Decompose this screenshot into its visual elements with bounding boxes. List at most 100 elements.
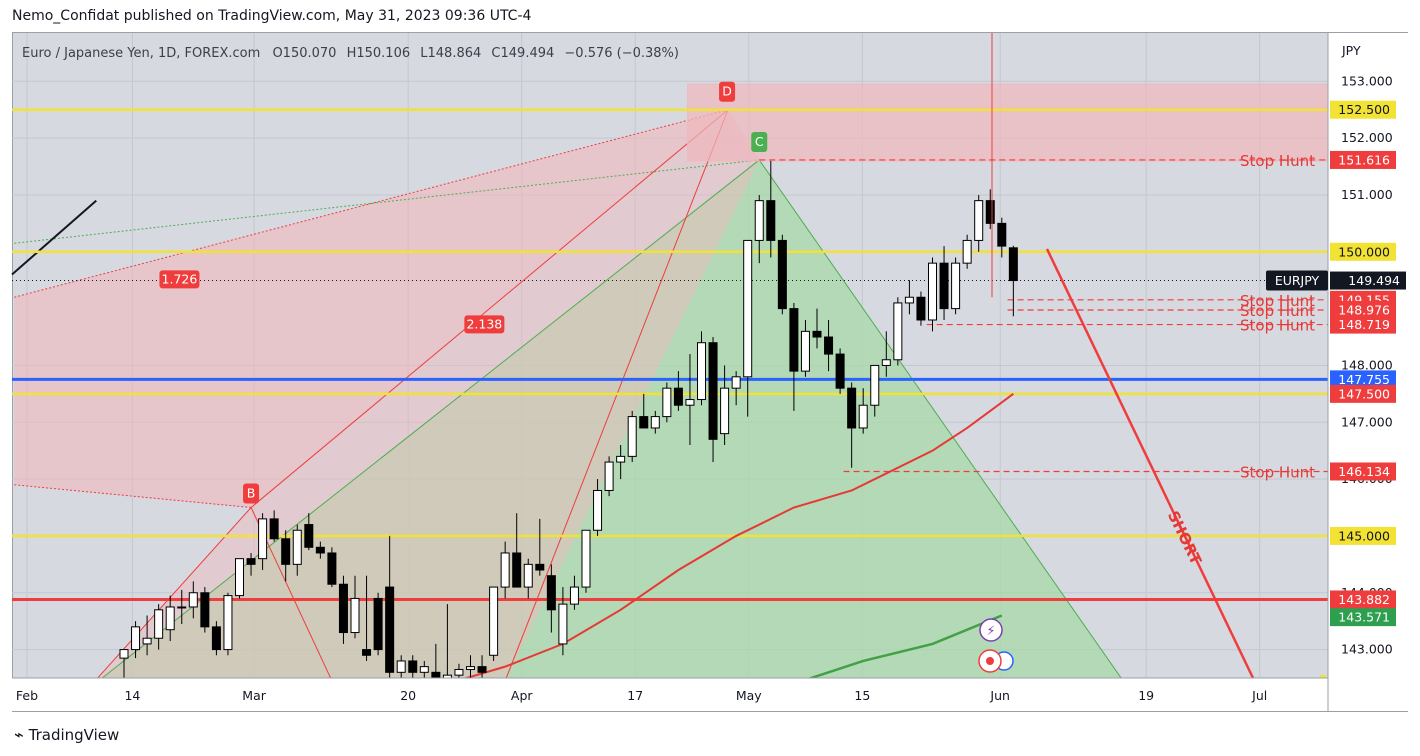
candle-body bbox=[858, 404, 868, 429]
candle-body bbox=[535, 563, 545, 571]
level-tag-text: 152.500 bbox=[1338, 102, 1390, 117]
currency-label: JPY bbox=[1341, 43, 1361, 58]
legend-o-label: O bbox=[272, 46, 282, 61]
stop-hunt-tag-text: 148.719 bbox=[1338, 317, 1390, 332]
candle-body bbox=[881, 359, 891, 366]
point-label: B bbox=[247, 486, 256, 501]
stop-hunt-tag bbox=[1330, 150, 1396, 169]
candle-body bbox=[974, 200, 984, 241]
ma-red-line bbox=[389, 393, 1014, 691]
time-tick-label: 20 bbox=[400, 688, 416, 703]
candle-body bbox=[142, 637, 152, 645]
level-tag bbox=[1330, 526, 1396, 545]
point-badge-c bbox=[751, 131, 768, 152]
time-tick-label: 14 bbox=[124, 688, 140, 703]
time-tick-label: 15 bbox=[854, 688, 870, 703]
legend-change: −0.576 (−0.38%) bbox=[564, 46, 679, 61]
stop-hunt-label: Stop Hunt bbox=[1240, 317, 1315, 335]
candle-body bbox=[408, 660, 418, 673]
candle-body bbox=[662, 387, 672, 418]
time-axis-bg bbox=[12, 678, 1328, 711]
tradingview-logo-icon: ⌁ bbox=[14, 725, 24, 744]
legend-close: 149.494 bbox=[501, 46, 555, 61]
level-tag bbox=[1330, 100, 1396, 119]
symbol-tag-text: EURJPY bbox=[1275, 273, 1320, 288]
candle-body bbox=[962, 239, 972, 264]
candle-body bbox=[985, 200, 995, 224]
candle-body bbox=[292, 529, 302, 565]
chart-legend: Euro / Japanese Yen, 1D, FOREX.com O150.… bbox=[22, 46, 679, 61]
stop-hunt-label: Stop Hunt bbox=[1240, 302, 1315, 320]
stop-hunt-label: Stop Hunt bbox=[1240, 292, 1315, 310]
ma-green-line bbox=[793, 614, 1003, 685]
candle-body bbox=[223, 595, 233, 651]
candle-body bbox=[304, 524, 314, 548]
candle-body bbox=[546, 575, 556, 611]
candle-body bbox=[373, 597, 383, 651]
candle-body bbox=[246, 558, 256, 565]
candle-body bbox=[512, 552, 522, 588]
time-tick-label: Mar bbox=[242, 688, 266, 703]
candle-body bbox=[928, 262, 937, 321]
candle-body bbox=[916, 296, 926, 321]
price-tick-label: 151.000 bbox=[1341, 187, 1393, 202]
trend-line-black bbox=[11, 199, 97, 276]
candle-body bbox=[650, 416, 660, 429]
candle-body bbox=[639, 416, 649, 429]
candle-body bbox=[154, 609, 164, 639]
stop-hunt-tag-text: 148.976 bbox=[1338, 302, 1390, 317]
candle-body bbox=[627, 416, 637, 457]
candle-body bbox=[569, 586, 579, 605]
bd-edge bbox=[250, 109, 729, 508]
candle-body bbox=[939, 262, 949, 310]
stop-hunt-tag bbox=[1330, 462, 1396, 481]
candle-body bbox=[466, 666, 475, 670]
candle-body bbox=[281, 538, 291, 565]
candle-body bbox=[431, 671, 441, 679]
level-tag bbox=[1330, 370, 1396, 389]
time-tick-label: Jun bbox=[989, 688, 1010, 703]
time-tick-label: Feb bbox=[16, 688, 38, 703]
price-tag bbox=[1330, 271, 1406, 290]
pattern-fills bbox=[11, 83, 1329, 682]
stop-hunt-label: Stop Hunt bbox=[1240, 463, 1315, 481]
candle-body bbox=[235, 558, 244, 597]
candle-body bbox=[396, 660, 406, 673]
legend-open: 150.070 bbox=[283, 46, 337, 61]
candle-body bbox=[951, 262, 961, 310]
candle-body bbox=[489, 586, 499, 656]
candle-body bbox=[731, 376, 741, 389]
candle-body bbox=[777, 239, 787, 310]
candle-body bbox=[604, 461, 614, 491]
candle-body bbox=[350, 597, 360, 634]
candle-body bbox=[385, 586, 395, 673]
candle-body bbox=[558, 603, 568, 645]
candle-body bbox=[500, 552, 510, 588]
price-tick-label: 153.000 bbox=[1341, 73, 1393, 88]
ratio-label: 1.726 bbox=[162, 271, 198, 286]
candle-body bbox=[523, 563, 533, 588]
level-tag bbox=[1330, 242, 1396, 261]
footer: ⌁ TradingView bbox=[14, 725, 119, 744]
candle-body bbox=[1008, 247, 1018, 282]
candle-body bbox=[697, 342, 706, 401]
candle-body bbox=[200, 592, 210, 628]
candle-body bbox=[477, 666, 487, 673]
price-tag-text: 149.494 bbox=[1348, 273, 1400, 288]
time-tick-label: 19 bbox=[1138, 688, 1154, 703]
candle-body bbox=[997, 222, 1007, 247]
time-tick-label: Jul bbox=[1251, 688, 1267, 703]
candle-body bbox=[685, 399, 695, 406]
symbol-tag bbox=[1266, 270, 1328, 291]
published-caption: Nemo_Confidat published on TradingView.c… bbox=[12, 8, 532, 24]
moving-averages bbox=[389, 393, 1014, 691]
xc-dotted bbox=[14, 159, 760, 244]
level-tag-text: 145.000 bbox=[1338, 528, 1390, 543]
price-tick-label: 148.000 bbox=[1341, 357, 1393, 372]
lightning-glyph: ⚡ bbox=[986, 624, 995, 639]
candle-body bbox=[754, 200, 764, 241]
candle-body bbox=[188, 592, 198, 608]
stop-hunt-tag bbox=[1330, 300, 1396, 319]
